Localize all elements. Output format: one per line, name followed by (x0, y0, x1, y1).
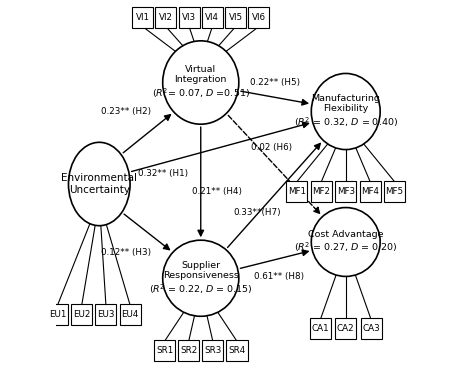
FancyBboxPatch shape (286, 181, 307, 202)
Text: 0.23** (H2): 0.23** (H2) (101, 107, 152, 116)
Text: EU1: EU1 (49, 310, 66, 319)
FancyBboxPatch shape (384, 181, 405, 202)
Text: SR1: SR1 (156, 346, 173, 355)
FancyBboxPatch shape (310, 318, 331, 340)
Text: MF2: MF2 (312, 187, 330, 196)
Text: CA2: CA2 (337, 325, 355, 333)
FancyBboxPatch shape (71, 304, 92, 325)
Text: Virtual
Integration
($R^2$= 0.07, $D$ =0.51): Virtual Integration ($R^2$= 0.07, $D$ =0… (152, 65, 250, 100)
Text: 0.32** (H1): 0.32** (H1) (137, 169, 188, 178)
Text: VI3: VI3 (182, 13, 196, 22)
FancyBboxPatch shape (47, 304, 68, 325)
Text: SR2: SR2 (180, 346, 197, 355)
Text: EU4: EU4 (121, 310, 139, 319)
FancyBboxPatch shape (335, 181, 356, 202)
Ellipse shape (163, 240, 239, 316)
Text: MF3: MF3 (337, 187, 355, 196)
Ellipse shape (163, 41, 239, 124)
Text: Supplier
Responsiveness
($R^2$ = 0.22, $D$ = 0.15): Supplier Responsiveness ($R^2$ = 0.22, $… (149, 261, 253, 296)
Text: SR4: SR4 (228, 346, 246, 355)
Text: 0.61** (H8): 0.61** (H8) (254, 272, 304, 281)
Text: VI2: VI2 (159, 13, 173, 22)
Text: SR3: SR3 (204, 346, 221, 355)
Text: MF1: MF1 (288, 187, 306, 196)
FancyBboxPatch shape (154, 340, 175, 361)
Text: VI1: VI1 (136, 13, 150, 22)
Text: 0.02 (H6): 0.02 (H6) (251, 143, 292, 152)
FancyBboxPatch shape (179, 7, 200, 28)
FancyBboxPatch shape (132, 7, 153, 28)
Text: Manufacturing
Flexibility
($R^2$ = 0.32, $D$ = 0.40): Manufacturing Flexibility ($R^2$ = 0.32,… (294, 94, 398, 129)
Text: VI6: VI6 (252, 13, 266, 22)
Text: CA1: CA1 (311, 325, 329, 333)
FancyBboxPatch shape (361, 318, 382, 340)
FancyBboxPatch shape (155, 7, 176, 28)
Text: Environmental
Uncertainty: Environmental Uncertainty (61, 173, 137, 195)
Text: MF5: MF5 (386, 187, 404, 196)
Text: VI4: VI4 (205, 13, 219, 22)
FancyBboxPatch shape (248, 7, 269, 28)
Text: EU3: EU3 (97, 310, 115, 319)
FancyBboxPatch shape (202, 7, 223, 28)
Ellipse shape (311, 74, 380, 149)
Text: 0.12** (H3): 0.12** (H3) (101, 248, 152, 257)
FancyBboxPatch shape (360, 181, 381, 202)
Text: CA3: CA3 (362, 325, 380, 333)
FancyBboxPatch shape (227, 340, 247, 361)
FancyBboxPatch shape (311, 181, 332, 202)
Text: 0.21** (H4): 0.21** (H4) (192, 187, 242, 196)
FancyBboxPatch shape (178, 340, 199, 361)
FancyBboxPatch shape (95, 304, 117, 325)
Text: VI5: VI5 (228, 13, 243, 22)
Text: 0.33**(H7): 0.33**(H7) (233, 209, 281, 217)
Text: EU2: EU2 (73, 310, 91, 319)
Text: MF4: MF4 (361, 187, 379, 196)
FancyBboxPatch shape (202, 340, 223, 361)
Ellipse shape (68, 142, 130, 226)
Text: Cost Advantage
($R^2$ = 0.27, $D$ = 0.20): Cost Advantage ($R^2$ = 0.27, $D$ = 0.20… (294, 230, 397, 254)
FancyBboxPatch shape (225, 7, 246, 28)
Ellipse shape (311, 208, 380, 276)
Text: 0.22** (H5): 0.22** (H5) (250, 78, 300, 87)
FancyBboxPatch shape (335, 318, 356, 340)
FancyBboxPatch shape (119, 304, 141, 325)
